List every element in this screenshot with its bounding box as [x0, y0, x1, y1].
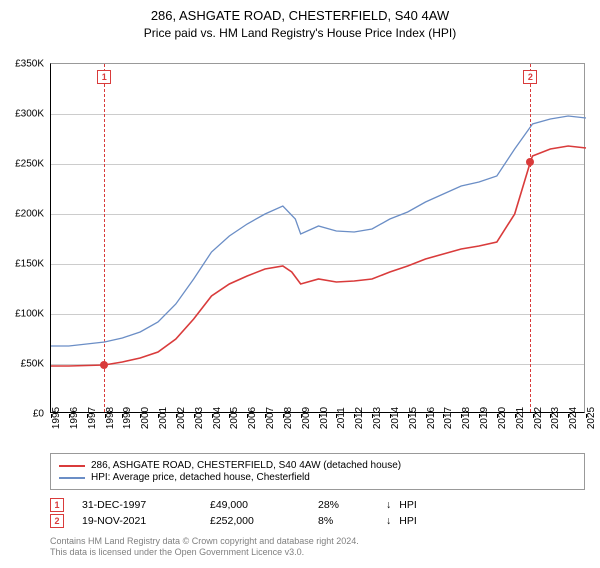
- chart-title: 286, ASHGATE ROAD, CHESTERFIELD, S40 4AW: [0, 8, 600, 23]
- footer-line-2: This data is licensed under the Open Gov…: [50, 547, 359, 558]
- chart-lines: [51, 64, 586, 414]
- y-axis-label: £350K: [15, 59, 44, 70]
- chart-subtitle: Price paid vs. HM Land Registry's House …: [0, 26, 600, 40]
- series-hpi: [51, 116, 586, 346]
- y-axis-label: £250K: [15, 159, 44, 170]
- transaction-id-badge: 1: [50, 498, 64, 512]
- y-axis-label: £150K: [15, 259, 44, 270]
- legend-item: HPI: Average price, detached house, Ches…: [59, 472, 576, 483]
- chart-plot-area: £0£50K£100K£150K£200K£250K£300K£350K1995…: [50, 63, 585, 413]
- legend-swatch: [59, 465, 85, 467]
- legend-item: 286, ASHGATE ROAD, CHESTERFIELD, S40 4AW…: [59, 460, 576, 471]
- transaction-row: 1 31-DEC-1997 £49,000 28% ↓ HPI: [50, 498, 585, 512]
- transaction-price: £252,000: [210, 515, 310, 527]
- footer-line-1: Contains HM Land Registry data © Crown c…: [50, 536, 359, 547]
- y-axis-label: £100K: [15, 309, 44, 320]
- series-price_paid: [51, 146, 586, 366]
- transaction-price: £49,000: [210, 499, 310, 511]
- y-axis-label: £200K: [15, 209, 44, 220]
- down-arrow-icon: ↓: [386, 515, 391, 527]
- y-axis-label: £0: [33, 409, 44, 420]
- transaction-vs-label: HPI: [399, 499, 417, 511]
- legend-box: 286, ASHGATE ROAD, CHESTERFIELD, S40 4AW…: [50, 453, 585, 490]
- transaction-pct: 8%: [318, 515, 378, 527]
- y-axis-label: £50K: [21, 359, 44, 370]
- transaction-id-badge: 2: [50, 514, 64, 528]
- transaction-date: 31-DEC-1997: [82, 499, 202, 511]
- transaction-vs-label: HPI: [399, 515, 417, 527]
- transaction-date: 19-NOV-2021: [82, 515, 202, 527]
- y-axis-label: £300K: [15, 109, 44, 120]
- down-arrow-icon: ↓: [386, 499, 391, 511]
- legend-swatch: [59, 477, 85, 479]
- legend-label: HPI: Average price, detached house, Ches…: [91, 472, 310, 483]
- x-axis-label: 2025: [586, 407, 597, 429]
- transaction-pct: 28%: [318, 499, 378, 511]
- transaction-row: 2 19-NOV-2021 £252,000 8% ↓ HPI: [50, 514, 585, 528]
- footer-attribution: Contains HM Land Registry data © Crown c…: [50, 536, 359, 559]
- legend-label: 286, ASHGATE ROAD, CHESTERFIELD, S40 4AW…: [91, 460, 401, 471]
- transactions-table: 1 31-DEC-1997 £49,000 28% ↓ HPI 2 19-NOV-2021 £2…: [50, 496, 585, 530]
